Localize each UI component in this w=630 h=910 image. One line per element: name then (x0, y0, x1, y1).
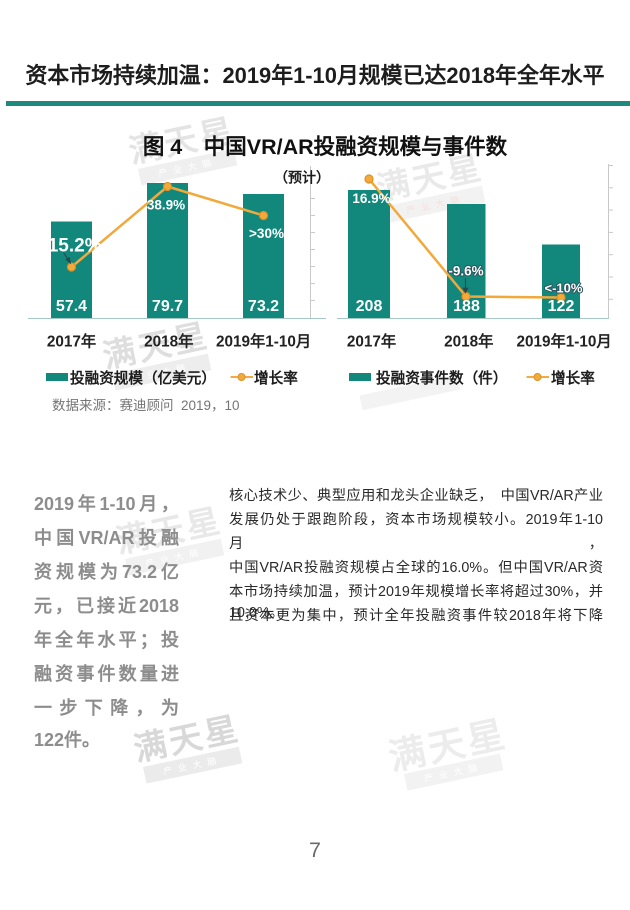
svg-text:208: 208 (356, 298, 383, 315)
svg-text:-15.2%: -15.2% (41, 236, 101, 257)
svg-text:（预计）: （预计） (274, 170, 330, 186)
svg-text:2018年: 2018年 (144, 333, 193, 351)
svg-text:2017年: 2017年 (47, 333, 96, 351)
svg-text:>30%: >30% (249, 226, 284, 241)
svg-text:16.9%: 16.9% (352, 191, 390, 206)
svg-text:-9.6%: -9.6% (448, 264, 483, 279)
svg-text:2018年: 2018年 (444, 333, 493, 351)
svg-text:188: 188 (453, 298, 480, 315)
svg-text:57.4: 57.4 (56, 298, 87, 315)
svg-text:73.2: 73.2 (248, 298, 279, 315)
svg-text:79.7: 79.7 (152, 298, 183, 315)
svg-text:2019年1-10月: 2019年1-10月 (216, 333, 311, 351)
svg-text:<-10%: <-10% (545, 281, 583, 296)
svg-text:2017年: 2017年 (347, 333, 396, 351)
svg-text:38.9%: 38.9% (147, 198, 185, 213)
svg-text:122: 122 (548, 298, 575, 315)
svg-text:2019年1-10月: 2019年1-10月 (516, 333, 611, 351)
